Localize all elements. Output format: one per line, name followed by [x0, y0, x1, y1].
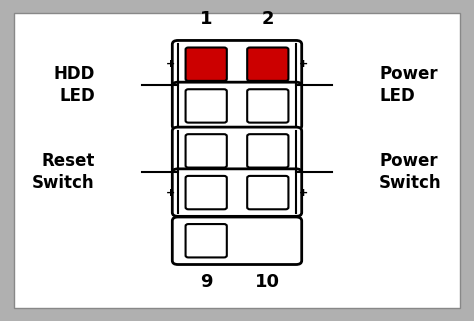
FancyBboxPatch shape [247, 48, 288, 81]
FancyBboxPatch shape [173, 169, 301, 216]
FancyBboxPatch shape [173, 217, 301, 265]
Text: 1: 1 [200, 10, 212, 28]
FancyBboxPatch shape [185, 176, 227, 209]
Text: +: + [166, 59, 175, 69]
Text: HDD: HDD [54, 65, 95, 83]
Text: 10: 10 [255, 273, 280, 291]
Text: 9: 9 [200, 273, 212, 291]
Text: +: + [299, 59, 308, 69]
FancyBboxPatch shape [185, 48, 227, 81]
Text: Switch: Switch [32, 174, 95, 192]
Text: +: + [166, 187, 175, 198]
Text: LED: LED [59, 87, 95, 105]
Text: 2: 2 [262, 10, 274, 28]
Text: Switch: Switch [379, 174, 442, 192]
FancyBboxPatch shape [173, 127, 301, 175]
FancyBboxPatch shape [185, 134, 227, 168]
Text: Power: Power [379, 152, 438, 169]
Text: +: + [299, 187, 308, 198]
FancyBboxPatch shape [247, 176, 288, 209]
Text: Power: Power [379, 65, 438, 83]
Text: LED: LED [379, 87, 415, 105]
Text: Reset: Reset [41, 152, 95, 169]
FancyBboxPatch shape [185, 89, 227, 123]
FancyBboxPatch shape [173, 40, 301, 88]
FancyBboxPatch shape [247, 134, 288, 168]
FancyBboxPatch shape [185, 224, 227, 257]
FancyBboxPatch shape [247, 89, 288, 123]
FancyBboxPatch shape [173, 82, 301, 130]
FancyBboxPatch shape [14, 13, 460, 308]
